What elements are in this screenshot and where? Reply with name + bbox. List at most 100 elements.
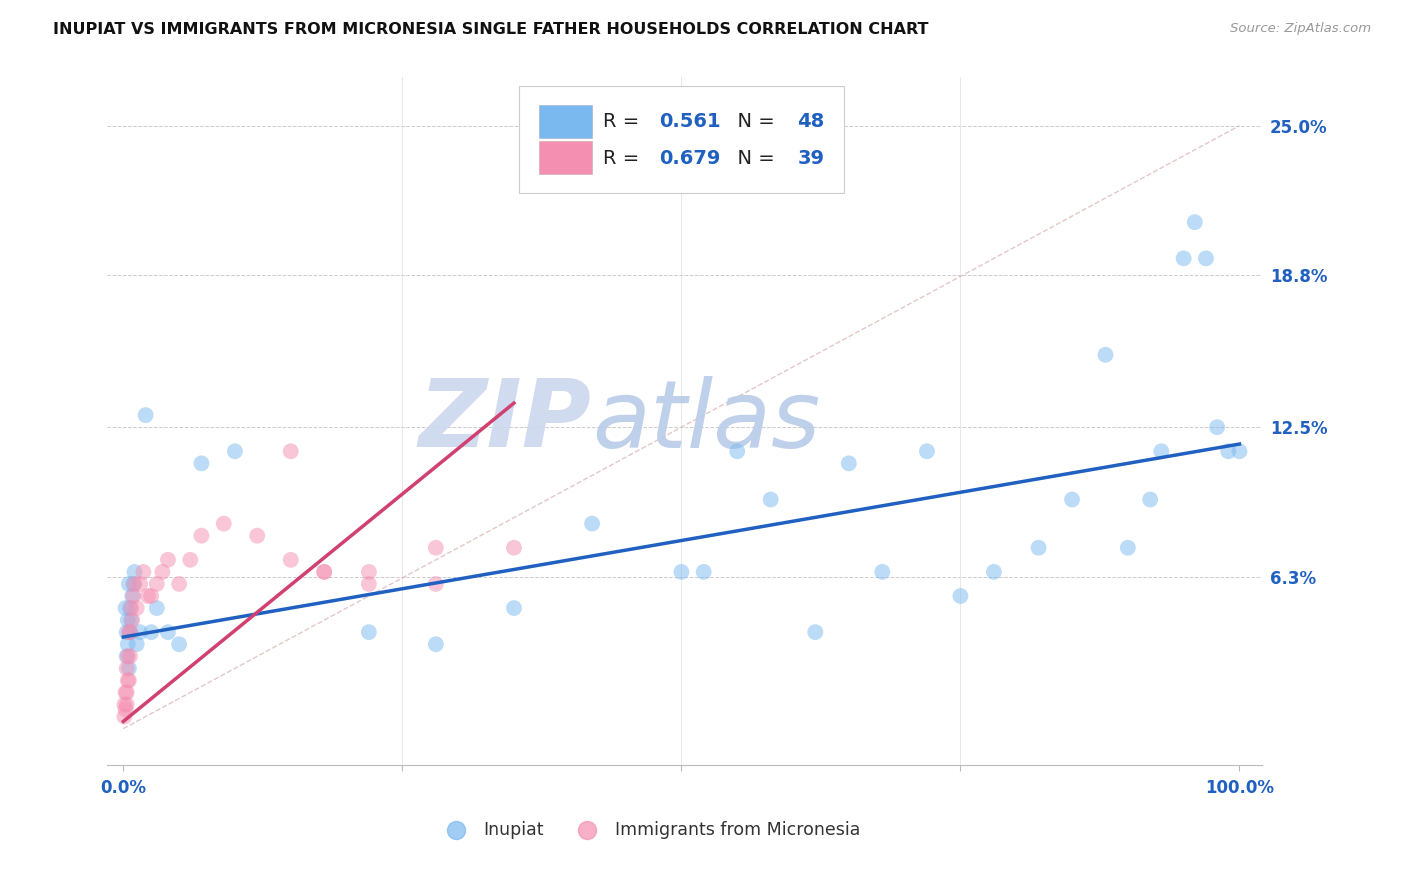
Point xyxy=(141,625,163,640)
Point xyxy=(759,492,782,507)
Point xyxy=(118,625,141,640)
Point xyxy=(121,589,143,603)
Point xyxy=(503,601,526,615)
Point xyxy=(150,565,173,579)
Point xyxy=(156,625,179,640)
Text: 39: 39 xyxy=(797,149,824,168)
Point xyxy=(581,516,603,531)
Point xyxy=(357,565,380,579)
Point xyxy=(671,565,693,579)
Point xyxy=(1060,492,1083,507)
Point xyxy=(117,613,139,627)
Point xyxy=(1206,420,1229,434)
Point xyxy=(224,444,246,458)
Text: ZIP: ZIP xyxy=(419,376,592,467)
Point xyxy=(425,637,447,651)
Point xyxy=(1139,492,1161,507)
Point xyxy=(124,577,146,591)
Point xyxy=(124,565,146,579)
Point xyxy=(118,673,141,688)
Point xyxy=(114,685,136,699)
Point xyxy=(141,589,163,603)
Text: 0.561: 0.561 xyxy=(659,112,720,131)
Point xyxy=(983,565,1005,579)
Point xyxy=(425,577,447,591)
Point xyxy=(1173,252,1195,266)
Point xyxy=(167,637,190,651)
Point xyxy=(117,637,139,651)
Point xyxy=(118,577,141,591)
FancyBboxPatch shape xyxy=(519,86,844,193)
Text: N =: N = xyxy=(724,149,780,168)
Point xyxy=(118,601,141,615)
Point xyxy=(120,613,142,627)
Text: atlas: atlas xyxy=(592,376,820,467)
Point xyxy=(136,589,159,603)
Point xyxy=(872,565,894,579)
Text: 0.679: 0.679 xyxy=(659,149,720,168)
Point xyxy=(1184,215,1206,229)
Point xyxy=(503,541,526,555)
Point xyxy=(115,698,138,712)
Point xyxy=(1195,252,1218,266)
Point xyxy=(114,702,136,716)
Point xyxy=(915,444,938,458)
Point xyxy=(167,577,190,591)
Point xyxy=(117,649,139,664)
Point xyxy=(118,625,141,640)
Point xyxy=(179,553,201,567)
Point xyxy=(114,601,136,615)
Point xyxy=(112,698,135,712)
Point xyxy=(692,565,714,579)
Point xyxy=(115,649,138,664)
Point xyxy=(357,625,380,640)
Text: 48: 48 xyxy=(797,112,825,131)
Point xyxy=(118,625,141,640)
Legend: Inupiat, Immigrants from Micronesia: Inupiat, Immigrants from Micronesia xyxy=(432,814,868,846)
Point xyxy=(1028,541,1050,555)
Text: Source: ZipAtlas.com: Source: ZipAtlas.com xyxy=(1230,22,1371,36)
Point xyxy=(804,625,827,640)
Point xyxy=(190,456,212,470)
Point xyxy=(132,565,155,579)
Point xyxy=(115,661,138,675)
Point xyxy=(125,601,148,615)
Point xyxy=(1150,444,1173,458)
Point xyxy=(129,577,152,591)
Point xyxy=(1229,444,1251,458)
Point xyxy=(146,577,169,591)
Text: N =: N = xyxy=(724,112,780,131)
Point xyxy=(115,685,138,699)
Point xyxy=(117,673,139,688)
Point xyxy=(156,553,179,567)
Point xyxy=(949,589,972,603)
Point xyxy=(129,625,152,640)
Point xyxy=(125,637,148,651)
Point xyxy=(1218,444,1240,458)
Point xyxy=(190,529,212,543)
Point xyxy=(425,541,447,555)
Point xyxy=(118,649,141,664)
Point xyxy=(135,408,157,422)
Text: R =: R = xyxy=(603,112,645,131)
Point xyxy=(122,577,145,591)
Point xyxy=(1116,541,1139,555)
Point xyxy=(838,456,860,470)
FancyBboxPatch shape xyxy=(538,141,592,174)
Point xyxy=(314,565,336,579)
Point xyxy=(122,589,145,603)
Point xyxy=(1094,348,1116,362)
Point xyxy=(212,516,235,531)
Point xyxy=(118,661,141,675)
Text: R =: R = xyxy=(603,149,645,168)
Point xyxy=(725,444,748,458)
FancyBboxPatch shape xyxy=(538,105,592,138)
Point xyxy=(246,529,269,543)
Point xyxy=(115,625,138,640)
Text: INUPIAT VS IMMIGRANTS FROM MICRONESIA SINGLE FATHER HOUSEHOLDS CORRELATION CHART: INUPIAT VS IMMIGRANTS FROM MICRONESIA SI… xyxy=(53,22,929,37)
Point xyxy=(357,577,380,591)
Point xyxy=(112,709,135,723)
Point xyxy=(121,613,143,627)
Point xyxy=(280,444,302,458)
Point xyxy=(314,565,336,579)
